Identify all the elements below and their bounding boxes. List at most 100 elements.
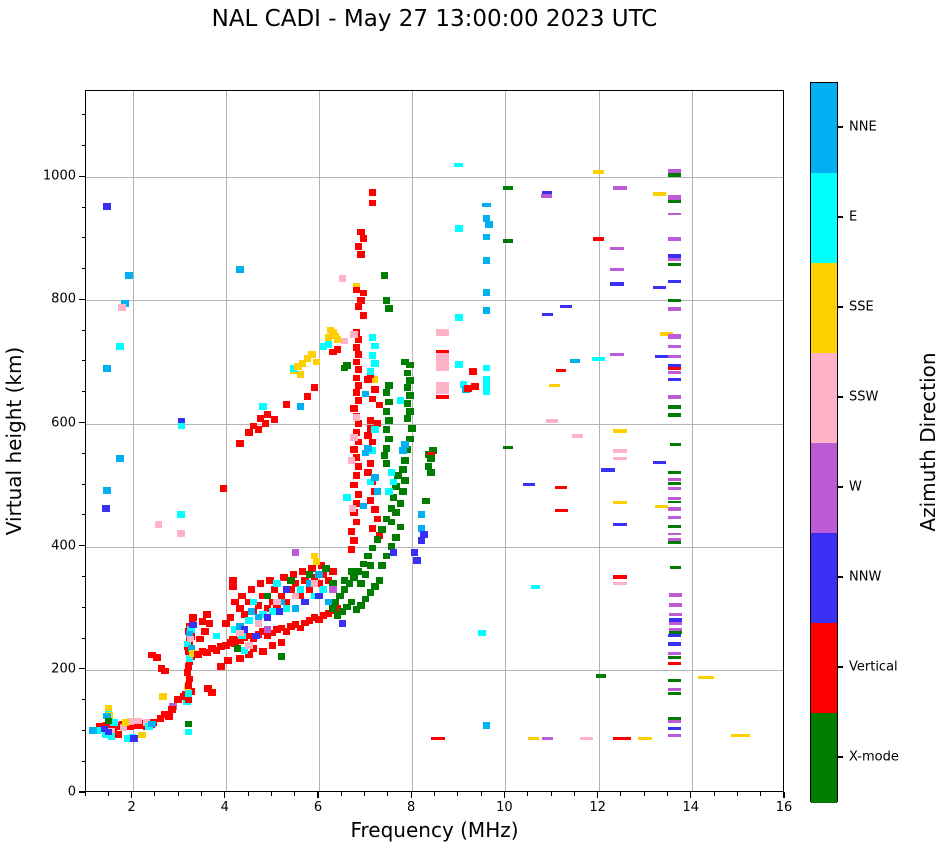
- data-point-vertical: [471, 383, 479, 390]
- data-point-nnw: [652, 461, 666, 464]
- data-point-sse: [296, 370, 305, 378]
- y-tick-200: [79, 668, 85, 670]
- data-point-nne: [121, 300, 129, 307]
- data-point-x-mode: [357, 601, 365, 609]
- data-point-nne: [482, 203, 492, 207]
- data-point-vertical: [354, 381, 363, 389]
- data-point-w: [612, 186, 627, 191]
- colorbar-tick-nne: [838, 126, 843, 128]
- data-point-vertical: [165, 713, 173, 721]
- data-point-nnw: [420, 530, 428, 538]
- colorbar-segment-e: [811, 173, 837, 263]
- data-point-w: [610, 246, 625, 251]
- data-point-sse: [370, 376, 378, 384]
- data-point-vertical: [161, 711, 169, 719]
- data-point-x-mode: [667, 655, 681, 660]
- x-minor-tick: [713, 792, 715, 796]
- data-point-vertical: [271, 586, 279, 594]
- colorbar-segment-nne: [811, 83, 837, 173]
- data-point-x-mode: [403, 415, 412, 422]
- data-point-vertical: [352, 454, 360, 461]
- data-point-vertical: [217, 643, 225, 650]
- gridline-x-2: [132, 91, 134, 791]
- data-point-w: [329, 586, 337, 594]
- data-point-x-mode: [350, 574, 358, 581]
- data-point-vertical: [257, 415, 265, 422]
- data-point-x-mode: [378, 526, 386, 533]
- data-point-x-mode: [354, 567, 363, 575]
- data-point-x-mode: [667, 172, 681, 177]
- data-point-vertical: [319, 612, 328, 620]
- data-point-vertical: [114, 731, 123, 738]
- data-point-vertical: [282, 628, 291, 636]
- data-point-e: [371, 426, 379, 434]
- data-point-nne: [236, 266, 244, 273]
- colorbar-label-ssw: SSW: [849, 389, 879, 405]
- chart-title: NAL CADI - May 27 13:00:00 2023 UTC: [211, 6, 658, 32]
- data-point-x-mode: [401, 358, 409, 366]
- data-point-x-mode: [667, 405, 681, 409]
- data-point-e: [187, 626, 195, 634]
- data-point-vertical: [205, 620, 214, 628]
- data-point-e: [455, 224, 463, 232]
- data-point-vertical: [148, 651, 156, 659]
- data-point-nnw: [389, 549, 398, 557]
- data-point-x-mode: [422, 497, 430, 505]
- data-point-x-mode: [403, 384, 412, 392]
- gridline-y-600: [86, 423, 783, 425]
- data-point-x-mode: [385, 381, 393, 389]
- data-point-nne: [483, 307, 491, 315]
- data-point-x-mode: [667, 263, 681, 267]
- data-point-w: [667, 394, 681, 400]
- y-minor-tick: [81, 206, 85, 208]
- colorbar-label-sse: SSE: [849, 299, 874, 315]
- data-point-vertical: [259, 592, 267, 600]
- data-point-e: [459, 381, 468, 389]
- data-point-nne: [483, 721, 491, 729]
- data-point-sse: [189, 650, 197, 658]
- data-point-e: [212, 632, 221, 640]
- data-point-vertical: [354, 303, 363, 310]
- data-point-nne: [399, 447, 407, 454]
- data-point-sse: [638, 736, 653, 740]
- data-point-vertical: [229, 576, 237, 591]
- data-point-x-mode: [368, 544, 377, 552]
- data-point-sse: [333, 335, 342, 343]
- data-point-x-mode: [424, 463, 433, 470]
- data-point-vertical: [352, 429, 360, 437]
- data-point-w: [291, 549, 300, 557]
- data-point-x-mode: [429, 447, 437, 454]
- data-point-vertical: [612, 575, 627, 579]
- data-point-nne: [371, 474, 379, 482]
- data-point-sse: [731, 734, 751, 738]
- data-point-x-mode: [389, 494, 398, 501]
- data-point-x-mode: [427, 469, 435, 477]
- data-point-vertical: [264, 604, 272, 612]
- data-point-w: [668, 612, 682, 616]
- data-point-nne: [417, 511, 426, 519]
- data-point-nne: [116, 455, 124, 462]
- data-point-vertical: [185, 675, 194, 683]
- y-tick-800: [79, 298, 85, 300]
- data-point-x-mode: [340, 586, 349, 594]
- data-point-e: [116, 343, 124, 350]
- data-point-x-mode: [392, 482, 400, 490]
- data-point-x-mode: [385, 398, 393, 406]
- data-point-ssw: [310, 580, 319, 587]
- data-point-vertical: [357, 228, 365, 236]
- data-point-vertical: [305, 617, 314, 624]
- data-point-vertical: [229, 635, 237, 643]
- y-minor-tick: [81, 760, 85, 762]
- data-point-vertical: [236, 655, 244, 663]
- data-point-vertical: [261, 420, 270, 427]
- data-point-x-mode: [668, 631, 682, 634]
- data-point-x-mode: [387, 505, 395, 512]
- data-point-e: [483, 388, 491, 395]
- data-point-x-mode: [340, 364, 349, 372]
- data-point-e: [177, 422, 186, 430]
- y-minor-tick: [81, 699, 85, 701]
- x-minor-tick: [760, 792, 762, 796]
- data-point-vertical: [303, 393, 312, 400]
- data-point-x-mode: [385, 304, 393, 312]
- data-point-vertical: [254, 601, 263, 609]
